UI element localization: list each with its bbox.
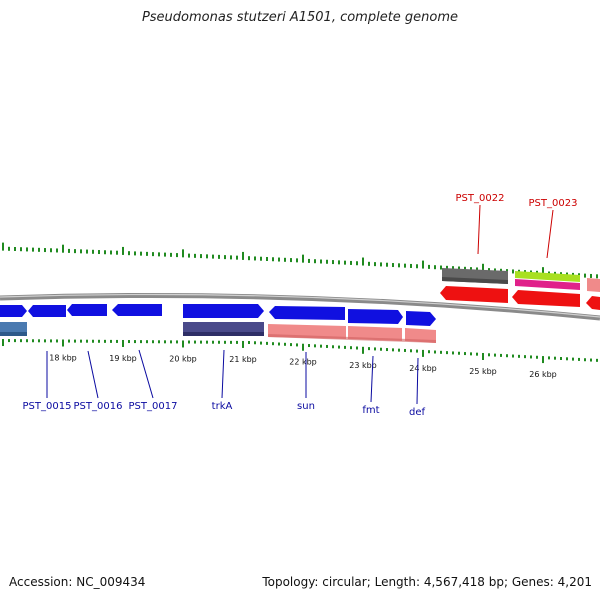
length-label: Length: [374, 575, 421, 589]
gene-label[interactable]: PST_0015 [23, 401, 72, 412]
length-value: 4,567,418 bp [423, 575, 504, 589]
cds-feature[interactable] [28, 305, 66, 317]
outer-tick-ring [2, 242, 598, 279]
map-title: Pseudomonas stutzeri A1501, complete gen… [141, 10, 459, 25]
accession-label: Accession: [9, 575, 73, 589]
scale-label: 19 kbp [109, 354, 137, 363]
scale-labels: 18 kbp 19 kbp 20 kbp 21 kbp 22 kbp 23 kbp 24 k… [49, 354, 557, 380]
leader-line [546, 209, 554, 259]
scale-label: 21 kbp [229, 355, 257, 364]
gray-feature-shade [442, 277, 508, 284]
rna-feature-shade [268, 334, 436, 343]
genome-backbone [0, 293, 600, 321]
leader-line [416, 357, 419, 405]
reverse-cds-feature[interactable] [440, 286, 508, 303]
secondary-feature-track [0, 322, 436, 343]
accession-info: Accession: NC_009434 [9, 575, 145, 589]
scale-label: 18 kbp [49, 354, 77, 363]
gene-label[interactable]: def [409, 407, 426, 418]
topology-label: Topology: [262, 575, 319, 589]
cds-feature[interactable] [348, 309, 403, 324]
scale-label: 26 kbp [529, 370, 557, 379]
leader-line [87, 350, 99, 399]
steel-feature-shade [0, 332, 27, 336]
cds-feature[interactable] [67, 304, 107, 316]
rna-feature[interactable] [587, 278, 600, 292]
cds-feature[interactable] [183, 304, 264, 318]
cds-feature[interactable] [269, 306, 345, 320]
scale-label: 23 kbp [349, 361, 377, 370]
gene-label[interactable]: fmt [362, 405, 379, 416]
gene-label[interactable]: PST_0017 [129, 401, 178, 412]
accession-value: NC_009434 [76, 575, 146, 589]
leader-line [138, 349, 154, 399]
genome-summary: Topology: circular; Length: 4,567,418 bp… [262, 575, 592, 589]
leader-line [477, 204, 481, 255]
inner-tick-ring [2, 339, 598, 364]
gene-label[interactable]: PST_0016 [74, 401, 123, 412]
slate-feature-shade [183, 332, 264, 336]
scale-label: 24 kbp [409, 364, 437, 373]
rna-feature[interactable] [348, 326, 402, 341]
scale-label: 20 kbp [169, 354, 197, 363]
genome-backbone-highlight [0, 293, 600, 318]
genes-value: 4,201 [557, 575, 592, 589]
reverse-cds-feature[interactable] [512, 290, 580, 307]
lime-feature[interactable] [515, 271, 580, 282]
forward-cds-track [0, 304, 436, 326]
leader-line [221, 349, 225, 399]
scale-label: 22 kbp [289, 358, 317, 367]
topology-value: circular [322, 575, 367, 589]
gene-labels: PST_0015 PST_0016 PST_0017 trkA sun fmt def PST… [23, 193, 578, 418]
reverse-feature-track [440, 268, 600, 310]
cds-feature[interactable] [406, 311, 436, 326]
scale-label: 25 kbp [469, 367, 497, 376]
gene-label[interactable]: PST_0022 [456, 193, 505, 204]
cds-feature[interactable] [0, 305, 27, 317]
cds-feature[interactable] [112, 304, 162, 316]
genes-label: Genes: [511, 575, 554, 589]
leader-line [370, 355, 374, 403]
magenta-feature[interactable] [515, 279, 580, 290]
reverse-cds-feature[interactable] [586, 296, 600, 310]
gene-label[interactable]: sun [297, 401, 315, 412]
gene-label[interactable]: PST_0023 [529, 198, 578, 209]
gene-label[interactable]: trkA [212, 401, 233, 412]
